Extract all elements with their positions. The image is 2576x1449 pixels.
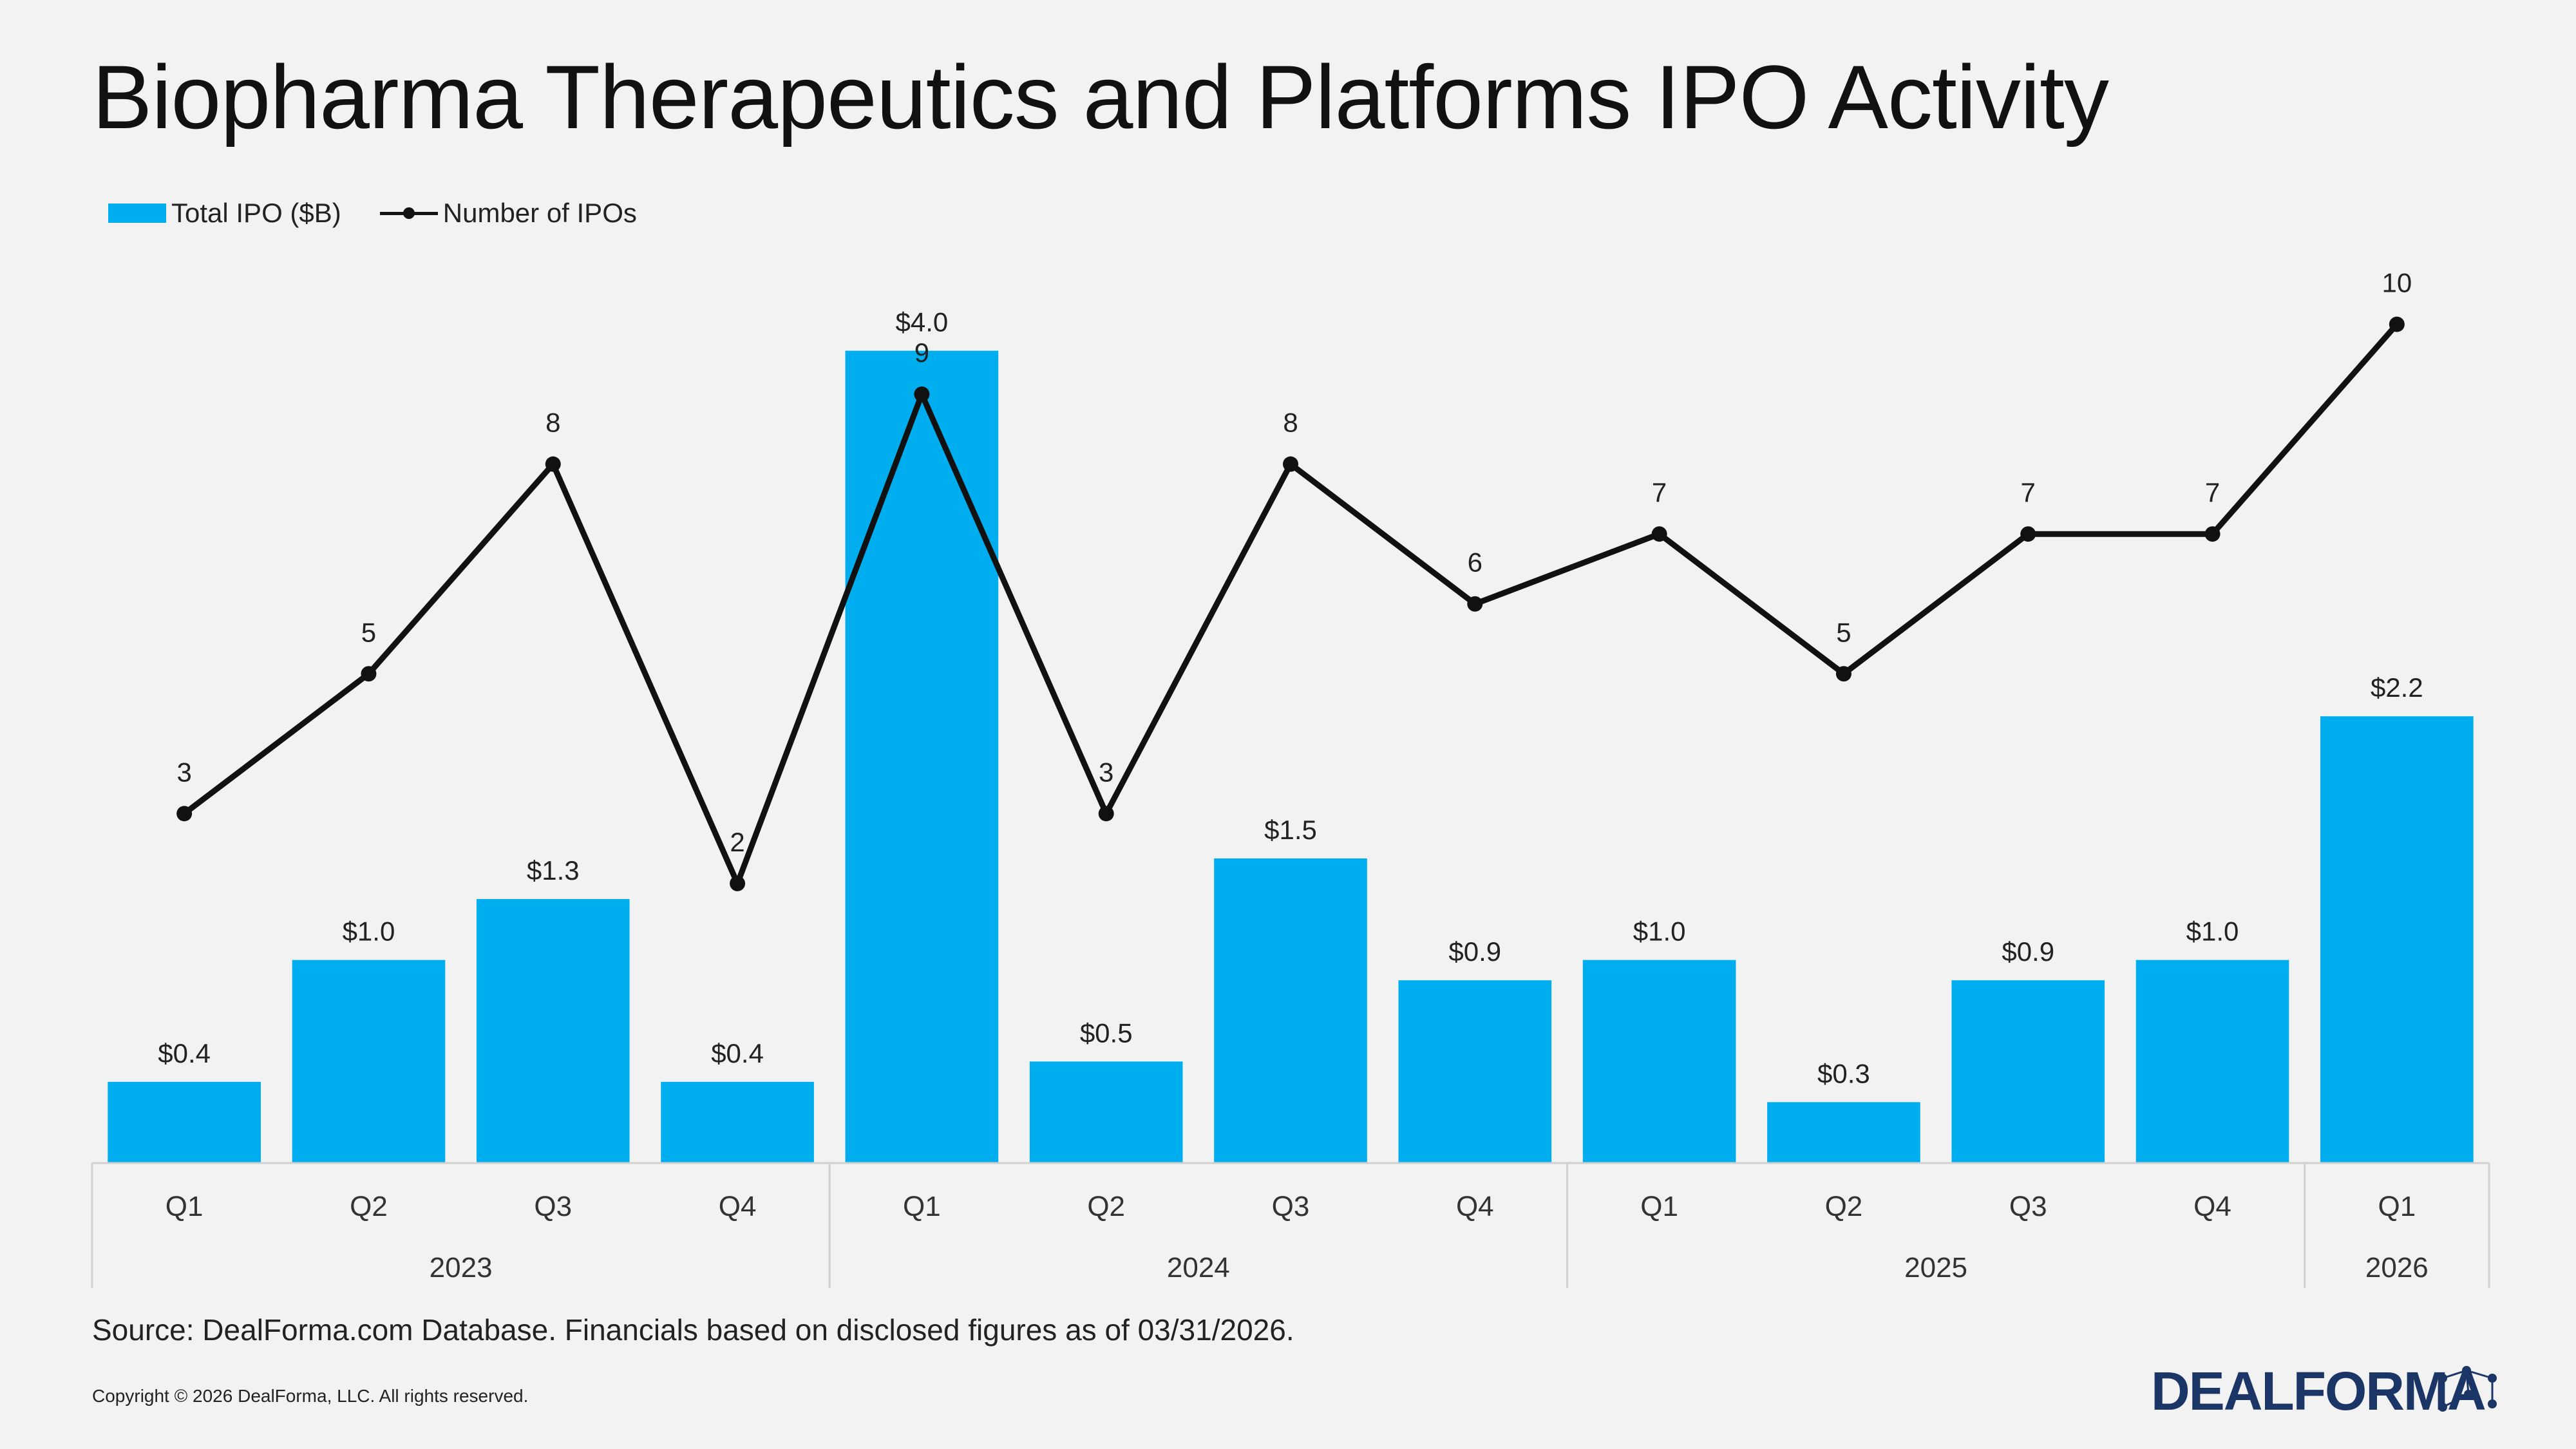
line-point (2389, 316, 2405, 332)
dealforma-logo: DEALFORMA (2151, 1359, 2512, 1430)
bar (1398, 980, 1552, 1163)
x-tick-label: Q4 (1456, 1191, 1494, 1222)
line-point (2020, 526, 2036, 542)
line-data-label: 2 (730, 827, 744, 857)
bar-data-label: $0.9 (2002, 936, 2054, 967)
bar (292, 960, 446, 1163)
line-point (730, 875, 746, 891)
line-point (1283, 456, 1298, 472)
bar-data-label: $1.0 (1633, 916, 1686, 947)
line-point (545, 456, 561, 472)
copyright-note: Copyright © 2026 DealForma, LLC. All rig… (92, 1386, 529, 1406)
line-data-label: 3 (176, 757, 191, 787)
x-tick-label: Q3 (534, 1191, 572, 1222)
x-tick-label: Q3 (2009, 1191, 2047, 1222)
line-data-label: 9 (914, 337, 929, 368)
bar-data-label: $0.5 (1080, 1018, 1133, 1048)
bar-data-label: $0.9 (1448, 936, 1501, 967)
legend-bar-label: Total IPO ($B) (171, 198, 341, 228)
bar (661, 1081, 814, 1163)
line-point (361, 666, 377, 682)
bar-data-label: $0.3 (1817, 1058, 1870, 1088)
bar (1951, 980, 2105, 1163)
chart-title: Biopharma Therapeutics and Platforms IPO… (92, 46, 2109, 147)
x-group-label: 2024 (1167, 1252, 1230, 1283)
x-tick-label: Q4 (2193, 1191, 2231, 1222)
bar-data-label: $0.4 (158, 1038, 211, 1068)
line-point (2204, 526, 2221, 542)
bar (2136, 960, 2289, 1163)
logo-text: DEALFORMA (2151, 1361, 2486, 1421)
x-tick-label: Q2 (1825, 1191, 1863, 1222)
bar-data-label: $0.4 (711, 1038, 764, 1068)
x-tick-label: Q3 (1272, 1191, 1310, 1222)
line-data-label: 5 (361, 617, 376, 647)
bar (1214, 858, 1367, 1163)
x-tick-label: Q4 (719, 1191, 757, 1222)
x-tick-label: Q2 (1087, 1191, 1125, 1222)
legend: Total IPO ($B) Number of IPOs (108, 195, 676, 231)
legend-item-bar: Total IPO ($B) (108, 198, 341, 229)
bar (476, 899, 630, 1163)
line-point (1651, 526, 1667, 542)
line-data-label: 7 (2021, 477, 2036, 507)
line-data-label: 6 (1468, 547, 1482, 578)
x-group-label: 2026 (2365, 1252, 2429, 1283)
line-data-label: 7 (2205, 477, 2220, 507)
line-point (1835, 666, 1852, 682)
bar-data-label: $1.0 (2186, 916, 2239, 947)
network-dots-icon (2438, 1366, 2497, 1412)
bar-data-label: $4.0 (896, 307, 949, 337)
line-data-label: 3 (1099, 757, 1113, 787)
bar-data-label: $1.5 (1264, 815, 1317, 845)
bar (845, 350, 999, 1163)
x-tick-label: Q1 (2378, 1191, 2416, 1222)
legend-bar-swatch (108, 204, 166, 223)
line-point (1098, 806, 1114, 822)
line-point (176, 806, 193, 822)
bar-data-label: $1.0 (343, 916, 395, 947)
x-tick-label: Q1 (166, 1191, 204, 1222)
x-tick-label: Q2 (350, 1191, 388, 1222)
legend-line-swatch (379, 204, 438, 223)
legend-item-line: Number of IPOs (379, 198, 637, 229)
x-tick-label: Q1 (903, 1191, 941, 1222)
line-data-label: 8 (545, 408, 560, 438)
bar-data-label: $2.2 (2371, 672, 2423, 703)
bar (108, 1081, 261, 1163)
bar-data-label: $1.3 (527, 855, 580, 886)
bar (1767, 1102, 1920, 1163)
x-tick-label: Q1 (1640, 1191, 1678, 1222)
x-group-label: 2023 (430, 1252, 493, 1283)
bar (1582, 960, 1736, 1163)
x-group-label: 2025 (1904, 1252, 1967, 1283)
legend-line-label: Number of IPOs (442, 198, 637, 228)
bar (2320, 716, 2474, 1163)
source-note: Source: DealForma.com Database. Financia… (92, 1313, 1294, 1347)
bar (1029, 1061, 1183, 1163)
line-data-label: 7 (1652, 477, 1667, 507)
line-data-label: 10 (2382, 268, 2412, 298)
line-data-label: 5 (1836, 617, 1851, 647)
line-data-label: 8 (1283, 408, 1298, 438)
line-point (1467, 596, 1483, 612)
line-point (914, 386, 930, 402)
